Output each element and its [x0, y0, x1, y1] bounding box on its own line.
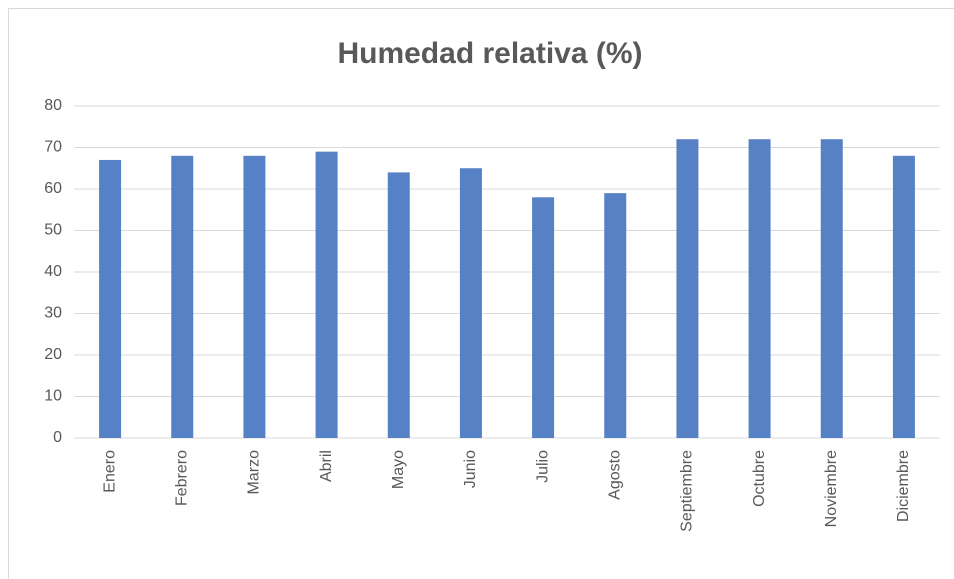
bar — [748, 139, 771, 438]
x-tick-label: Mayo — [390, 450, 407, 489]
x-tick-label: Marzo — [246, 450, 263, 495]
y-tick-label: 10 — [44, 388, 62, 405]
y-tick-label: 70 — [44, 139, 62, 156]
bar — [604, 193, 627, 438]
bar — [676, 139, 699, 438]
x-tick-label: Octubre — [751, 450, 768, 507]
x-tick-label: Junio — [462, 450, 479, 488]
bar — [315, 151, 338, 438]
chart-title: Humedad relativa (%) — [337, 37, 642, 70]
y-tick-label: 0 — [53, 429, 62, 446]
x-tick-label: Julio — [534, 450, 551, 483]
x-tick-label: Agosto — [606, 450, 623, 500]
y-tick-label: 40 — [44, 263, 62, 280]
x-tick-label: Abril — [318, 450, 335, 482]
y-tick-label: 80 — [44, 97, 62, 114]
y-tick-label: 60 — [44, 180, 62, 197]
y-tick-label: 30 — [44, 305, 62, 322]
x-tick-label: Febrero — [173, 450, 190, 506]
x-tick-label: Septiembre — [679, 450, 696, 532]
bar — [820, 139, 843, 438]
y-tick-label: 20 — [44, 346, 62, 363]
x-tick-label: Noviembre — [823, 450, 840, 527]
x-tick-label: Enero — [101, 450, 118, 493]
bar — [171, 155, 194, 439]
bar — [892, 155, 915, 439]
bar — [99, 159, 122, 438]
bar — [243, 155, 266, 439]
bar — [387, 172, 410, 438]
x-tick-label: Diciembre — [895, 450, 912, 522]
y-tick-label: 50 — [44, 222, 62, 239]
bar — [459, 168, 482, 438]
bar — [532, 197, 555, 438]
